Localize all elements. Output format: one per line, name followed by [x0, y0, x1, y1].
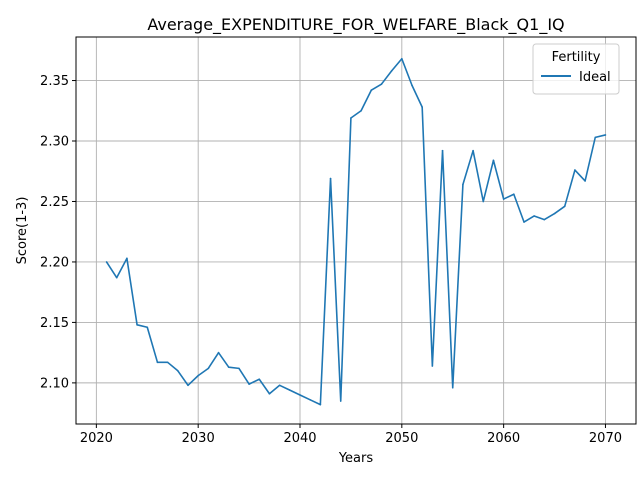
data-point	[115, 276, 118, 279]
data-point	[604, 134, 607, 136]
data-point	[492, 159, 495, 162]
data-point	[543, 218, 546, 221]
data-point	[584, 180, 586, 182]
data-point	[238, 367, 240, 370]
data-point	[380, 83, 383, 85]
data-point	[217, 351, 220, 354]
data-point	[289, 389, 291, 391]
data-point	[574, 169, 576, 171]
x-tick-label: 2020	[80, 431, 113, 446]
x-axis-title: Years	[338, 451, 374, 466]
x-tick-label: 2040	[283, 431, 316, 446]
data-point	[166, 361, 169, 364]
data-point	[513, 193, 515, 196]
data-point	[390, 70, 393, 72]
data-point	[105, 261, 108, 263]
data-point	[502, 198, 505, 200]
data-point	[207, 367, 210, 370]
legend-box	[532, 43, 620, 95]
grid	[76, 37, 636, 424]
data-point	[441, 149, 444, 152]
data-point	[482, 200, 485, 203]
data-point	[268, 392, 271, 395]
x-tick-label: 2060	[487, 431, 520, 446]
data-point	[329, 177, 332, 180]
legend-label-ideal: Ideal	[579, 70, 611, 85]
data-point	[278, 384, 281, 387]
y-tick-label: 2.20	[40, 255, 69, 270]
legend-title: Fertility	[552, 50, 601, 65]
data-point	[451, 386, 454, 389]
x-tick-label: 2030	[182, 431, 215, 446]
data-point	[156, 361, 159, 364]
data-point	[126, 257, 128, 260]
data-point	[421, 106, 423, 108]
data-point	[146, 326, 149, 329]
data-point	[248, 383, 250, 385]
y-tick-label: 2.35	[40, 74, 69, 89]
data-point	[136, 324, 138, 326]
data-point	[187, 384, 189, 387]
y-tick-label: 2.25	[40, 195, 69, 210]
legend: Fertility Ideal	[532, 43, 620, 95]
data-point	[319, 403, 322, 406]
data-point	[523, 221, 525, 223]
data-point	[462, 183, 464, 186]
x-tick-label: 2050	[385, 431, 418, 446]
data-point	[227, 366, 230, 368]
axis-ticks: 2020 2030 2040 2050 2060 2070 2.10 2.15 2.20 2.25…	[40, 74, 622, 446]
y-axis-title: Score(1-3)	[15, 197, 30, 265]
data-point	[197, 374, 199, 377]
data-point	[401, 57, 403, 60]
y-tick-label: 2.10	[40, 376, 69, 391]
data-point	[594, 136, 597, 139]
data-point	[258, 378, 261, 381]
data-point	[553, 212, 556, 215]
data-point	[177, 369, 179, 372]
chart-title: Average_EXPENDITURE_FOR_WELFARE_Black_Q1…	[147, 15, 564, 35]
data-point	[411, 84, 413, 87]
data-point	[350, 117, 352, 119]
y-tick-label: 2.15	[40, 316, 69, 331]
data-point	[360, 109, 362, 112]
data-point	[472, 149, 474, 152]
plot-frame	[75, 36, 637, 425]
data-point	[563, 205, 566, 208]
x-tick-label: 2070	[589, 431, 622, 446]
data-point	[309, 399, 311, 401]
data-point	[533, 215, 535, 217]
series-line-ideal	[105, 57, 606, 406]
data-point	[431, 365, 434, 367]
y-tick-label: 2.30	[40, 135, 69, 150]
data-point	[299, 394, 301, 396]
series-lines	[105, 57, 607, 406]
data-point	[370, 89, 373, 92]
data-point	[339, 400, 342, 402]
